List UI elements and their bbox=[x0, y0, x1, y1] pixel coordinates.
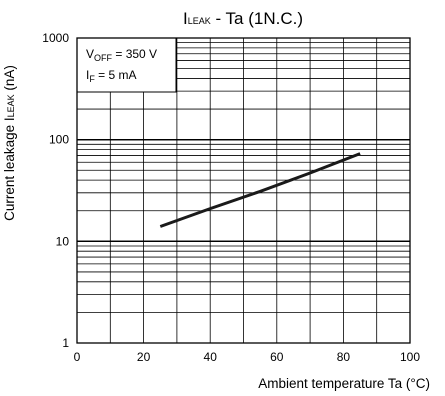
x-axis-label: Ambient temperature Ta (°C) bbox=[258, 376, 430, 391]
x-tick-labels: 0 20 40 60 80 100 bbox=[74, 350, 421, 364]
plot-border bbox=[76, 37, 411, 344]
x-tick-label: 100 bbox=[400, 350, 420, 364]
x-tick-label: 0 bbox=[74, 350, 81, 364]
x-tick-label: 20 bbox=[137, 350, 151, 364]
x-tick-label: 60 bbox=[270, 350, 284, 364]
annotation-voff: VOFF = 350 V bbox=[86, 47, 157, 63]
annotation-if: IF = 5 mA bbox=[86, 68, 137, 84]
x-tick-label: 80 bbox=[337, 350, 351, 364]
series bbox=[159, 152, 361, 228]
x-tick-label: 40 bbox=[204, 350, 218, 364]
series-line-1 bbox=[159, 152, 361, 228]
y-tick-label: 100 bbox=[49, 133, 69, 147]
y-tick-labels: 1 10 100 1000 bbox=[42, 31, 69, 350]
chart-title: ILEAK - Ta (1N.C.) bbox=[183, 9, 303, 28]
grid bbox=[77, 38, 410, 343]
annotation-box: VOFF = 350 V IF = 5 mA bbox=[76, 37, 177, 93]
y-tick-label: 10 bbox=[56, 234, 70, 248]
plot-frame bbox=[76, 37, 411, 344]
y-tick-label: 1000 bbox=[42, 31, 69, 45]
y-axis-label: Current leakage ILEAK (nA) bbox=[2, 65, 17, 221]
y-tick-label: 1 bbox=[62, 336, 69, 350]
